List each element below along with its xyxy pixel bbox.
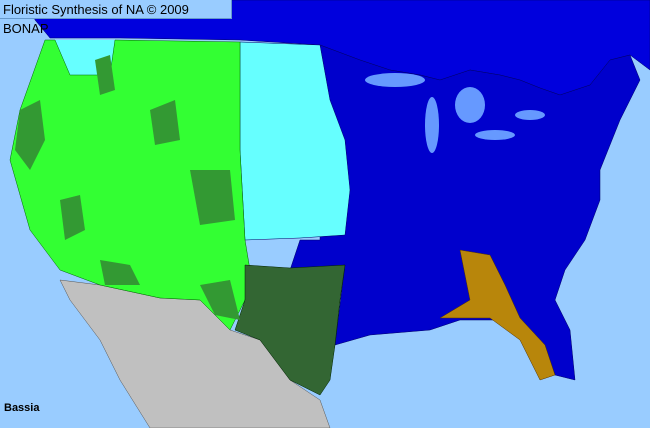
map-title: Floristic Synthesis of NA © 2009 BONAP <box>0 0 232 36</box>
lake-huron <box>455 87 485 123</box>
lake-superior <box>365 73 425 87</box>
lake-erie <box>475 130 515 140</box>
patch <box>200 280 240 320</box>
lake-michigan <box>425 97 439 153</box>
great-lakes <box>365 73 545 153</box>
taxon-label: Bassia <box>4 402 40 414</box>
west-patches <box>15 55 240 320</box>
patch <box>15 100 45 170</box>
patch <box>100 260 140 285</box>
patch <box>95 55 115 95</box>
patch <box>60 195 85 240</box>
texas-region <box>234 264 346 396</box>
patch <box>150 100 180 145</box>
lake-ontario <box>515 110 545 120</box>
patch <box>190 170 235 225</box>
southeast-region <box>439 249 556 381</box>
east-region <box>289 44 641 381</box>
